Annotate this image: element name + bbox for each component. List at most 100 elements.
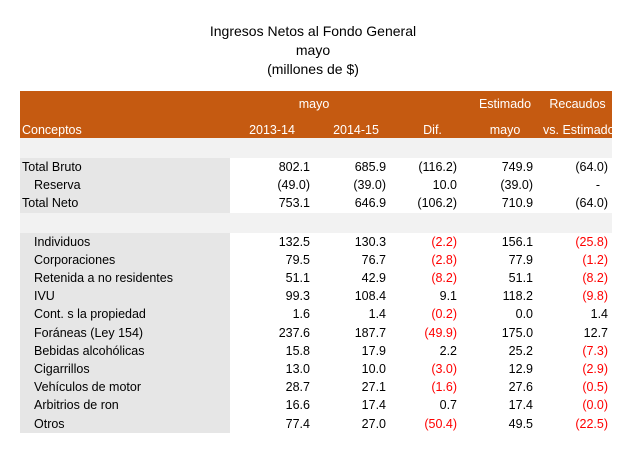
- cell-estimado: 27.6: [467, 378, 544, 397]
- cell-2014-15: 130.3: [314, 232, 399, 251]
- spacer-row: [20, 138, 613, 158]
- cell-2013-14: 13.0: [230, 359, 314, 379]
- cell-dif: 2.2: [398, 341, 468, 360]
- cell-estimado: 749.9: [467, 158, 544, 177]
- cell-vs-estimado: 1.4: [543, 305, 613, 324]
- row-label: Retenida a no residentes: [20, 268, 230, 288]
- cell-dif: (2.2): [398, 232, 468, 251]
- cell-estimado: 118.2: [467, 287, 544, 306]
- cell-vs-estimado: (7.3): [543, 341, 613, 360]
- cell-2014-15: 1.4: [314, 305, 399, 324]
- header-vs-estimado: vs. Estimado: [543, 116, 613, 138]
- concepts-section: Individuos 132.5 130.3 (2.2) 156.1 (25.8) Corp…: [20, 232, 613, 433]
- row-label: Cigarrillos: [20, 359, 230, 379]
- cell-vs-estimado: (22.5): [543, 414, 613, 433]
- cell-2014-15: 646.9: [314, 194, 399, 213]
- table-row: IVU 99.3 108.4 9.1 118.2 (9.8): [20, 287, 613, 306]
- cell-vs-estimado: 12.7: [543, 323, 613, 342]
- totals-section: Total Bruto 802.1 685.9 (116.2) 749.9 (64.0) R…: [20, 158, 613, 213]
- cell-2013-14: 99.3: [230, 287, 314, 306]
- cell-2013-14: 753.1: [230, 194, 314, 213]
- cell-dif: (116.2): [398, 158, 468, 177]
- cell-dif: (50.4): [398, 414, 468, 433]
- cell-dif: (49.9): [398, 323, 468, 342]
- cell-2013-14: 51.1: [230, 268, 314, 288]
- cell-vs-estimado: -: [543, 176, 613, 195]
- cell-2013-14: 16.6: [230, 396, 314, 415]
- title-line-3: (millones de $): [267, 61, 359, 77]
- cell-vs-estimado: (9.8): [543, 287, 613, 306]
- header-conceptos: Conceptos: [20, 116, 230, 138]
- header-estimado-mayo: mayo: [467, 116, 544, 138]
- cell-vs-estimado: (64.0): [543, 194, 613, 213]
- cell-dif: (3.0): [398, 359, 468, 379]
- cell-estimado: 156.1: [467, 232, 544, 251]
- table-row: Corporaciones 79.5 76.7 (2.8) 77.9 (1.2): [20, 250, 613, 269]
- cell-2014-15: 76.7: [314, 250, 399, 269]
- cell-2014-15: 27.1: [314, 378, 399, 397]
- cell-vs-estimado: (1.2): [543, 250, 613, 269]
- cell-2013-14: (49.0): [230, 176, 314, 195]
- table-row: Cigarrillos 13.0 10.0 (3.0) 12.9 (2.9): [20, 359, 613, 379]
- cell-2013-14: 77.4: [230, 414, 314, 433]
- cell-estimado: 0.0: [467, 305, 544, 324]
- row-label: Arbitrios de ron: [20, 396, 230, 415]
- row-label: Total Bruto: [20, 158, 230, 177]
- cell-2014-15: 17.9: [314, 341, 399, 360]
- row-label: IVU: [20, 287, 230, 306]
- cell-2013-14: 132.5: [230, 232, 314, 251]
- header-estimado: Estimado: [467, 91, 544, 116]
- cell-2014-15: 17.4: [314, 396, 399, 415]
- cell-2013-14: 237.6: [230, 323, 314, 342]
- cell-dif: (106.2): [398, 194, 468, 213]
- header-dif: Dif.: [398, 116, 468, 138]
- header-mayo-group: mayo: [230, 91, 399, 116]
- cell-2013-14: 28.7: [230, 378, 314, 397]
- cell-estimado: 51.1: [467, 268, 544, 288]
- cell-vs-estimado: (25.8): [543, 232, 613, 251]
- table-row: Cont. s la propiedad 1.6 1.4 (0.2) 0.0 1.4: [20, 305, 613, 324]
- table-row: Reserva (49.0) (39.0) 10.0 (39.0) -: [20, 176, 613, 195]
- table-row: Vehículos de motor 28.7 27.1 (1.6) 27.6 (0.5): [20, 378, 613, 397]
- cell-2014-15: 27.0: [314, 414, 399, 433]
- title-line-2: mayo: [295, 42, 331, 58]
- report-title: Ingresos Netos al Fondo General mayo (mi…: [0, 22, 626, 79]
- row-label: Corporaciones: [20, 250, 230, 269]
- row-label: Foráneas (Ley 154): [20, 323, 230, 342]
- row-label: Otros: [20, 414, 230, 433]
- cell-vs-estimado: (2.9): [543, 359, 613, 379]
- header-row-2: Conceptos 2013-14 2014-15 Dif. mayo vs. …: [20, 116, 613, 138]
- cell-dif: (1.6): [398, 378, 468, 397]
- cell-estimado: 25.2: [467, 341, 544, 360]
- row-label: Cont. s la propiedad: [20, 305, 230, 324]
- row-label: Bebidas alcohólicas: [20, 341, 230, 360]
- table-row: Individuos 132.5 130.3 (2.2) 156.1 (25.8): [20, 232, 613, 251]
- cell-vs-estimado: (0.5): [543, 378, 613, 397]
- title-line-1: Ingresos Netos al Fondo General: [209, 23, 417, 39]
- cell-2014-15: 10.0: [314, 359, 399, 379]
- cell-2013-14: 15.8: [230, 341, 314, 360]
- cell-vs-estimado: (8.2): [543, 268, 613, 288]
- cell-estimado: (39.0): [467, 176, 544, 195]
- cell-2013-14: 1.6: [230, 305, 314, 324]
- cell-2013-14: 79.5: [230, 250, 314, 269]
- cell-dif: (2.8): [398, 250, 468, 269]
- row-label: Vehículos de motor: [20, 378, 230, 397]
- cell-dif: (8.2): [398, 268, 468, 288]
- cell-2014-15: (39.0): [314, 176, 399, 195]
- table-row: Retenida a no residentes 51.1 42.9 (8.2) 51.…: [20, 268, 613, 288]
- cell-2014-15: 685.9: [314, 158, 399, 177]
- table-row: Foráneas (Ley 154) 237.6 187.7 (49.9) 175.0 1…: [20, 323, 613, 342]
- cell-dif: (0.2): [398, 305, 468, 324]
- header-recaudos: Recaudos: [543, 91, 613, 116]
- table-row: Arbitrios de ron 16.6 17.4 0.7 17.4 (0.0): [20, 396, 613, 415]
- cell-estimado: 710.9: [467, 194, 544, 213]
- cell-estimado: 77.9: [467, 250, 544, 269]
- table-row: Otros 77.4 27.0 (50.4) 49.5 (22.5): [20, 414, 613, 433]
- cell-2014-15: 42.9: [314, 268, 399, 288]
- header-year-2014-15: 2014-15: [314, 116, 399, 138]
- table-row: Bebidas alcohólicas 15.8 17.9 2.2 25.2 (7.3): [20, 341, 613, 360]
- cell-vs-estimado: (64.0): [543, 158, 613, 177]
- cell-2014-15: 187.7: [314, 323, 399, 342]
- row-label: Reserva: [20, 176, 230, 195]
